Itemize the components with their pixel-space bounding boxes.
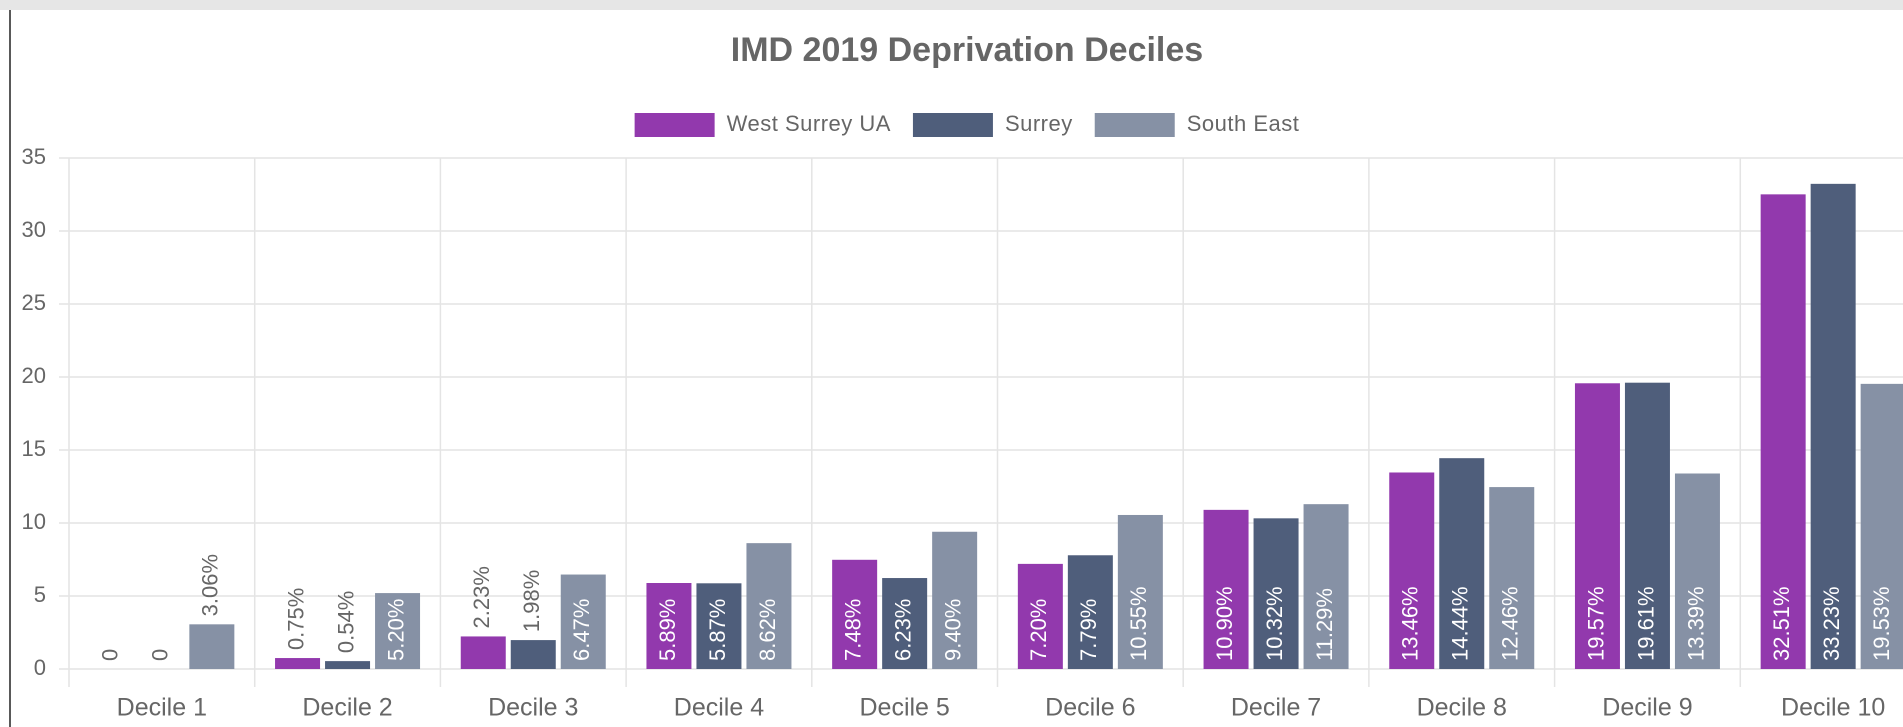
x-tick-label: Decile 10 [1781,694,1885,722]
bar [696,583,742,669]
data-label: 32.51% [1769,586,1794,661]
data-label: 14.44% [1448,586,1473,661]
y-tick-label: 30 [22,217,46,242]
bar [1574,383,1620,669]
x-tick-label: Decile 3 [488,694,578,722]
bar [1303,504,1349,669]
data-label: 13.39% [1683,586,1708,661]
bar [882,578,928,669]
x-tick-label: Decile 7 [1231,694,1321,722]
data-label: 7.48% [840,599,865,661]
y-tick-label: 25 [22,290,46,315]
data-label: 0.54% [333,591,358,653]
legend-swatch [634,113,715,137]
x-tick-label: Decile 8 [1417,694,1507,722]
bar [1810,183,1856,670]
data-label: 10.55% [1126,586,1151,661]
bar [460,636,506,669]
data-label: 5.87% [705,599,730,661]
data-label: 0 [148,649,173,661]
legend-label: South East [1187,111,1300,136]
bar [325,661,371,669]
data-label: 9.40% [940,599,965,661]
data-label: 5.89% [655,599,680,661]
x-tick-label: Decile 4 [674,694,764,722]
data-label: 10.90% [1212,586,1237,661]
data-label: 5.20% [383,599,408,661]
bar [1860,383,1903,669]
chart-title: IMD 2019 Deprivation Deciles [731,31,1203,69]
data-label: 19.53% [1869,586,1894,661]
data-label: 33.23% [1819,586,1844,661]
bar [1117,514,1163,669]
bar [1067,555,1113,669]
data-label: 11.29% [1312,588,1337,661]
data-label: 8.62% [755,599,780,661]
data-label: 19.57% [1583,586,1608,661]
bar [646,583,692,669]
bar [189,624,235,669]
x-tick-label: Decile 9 [1602,694,1692,722]
bar [1389,472,1435,669]
bar [1624,382,1670,669]
y-tick-label: 0 [34,655,46,680]
bar [1439,458,1485,669]
data-label: 0 [98,649,123,661]
y-tick-label: 15 [22,436,46,461]
data-label: 7.20% [1026,599,1051,661]
data-label: 19.61% [1633,586,1658,661]
bar [1253,518,1299,669]
bar [1489,487,1535,669]
bar [510,640,556,669]
y-tick-label: 20 [22,363,46,388]
data-label: 6.23% [890,599,915,661]
data-label: 3.06% [198,554,223,616]
legend-label: West Surrey UA [727,111,891,136]
data-label: 7.79% [1076,599,1101,661]
x-tick-label: Decile 1 [117,694,207,722]
legend-swatch [912,113,993,137]
data-label: 6.47% [569,599,594,661]
bar [1760,194,1806,669]
bar [560,574,606,669]
bar [1674,473,1720,669]
data-label: 10.32% [1262,586,1287,661]
data-label: 1.98% [519,570,544,632]
x-tick-label: Decile 5 [859,694,949,722]
bar [932,531,978,669]
bar [375,593,421,669]
data-label: 0.75% [283,588,308,650]
x-tick-label: Decile 2 [302,694,392,722]
bar [746,543,792,669]
data-label: 12.46% [1498,586,1523,661]
bar [275,658,321,669]
legend-swatch [1094,113,1175,137]
y-tick-label: 5 [34,582,46,607]
bar [832,559,878,669]
data-label: 13.46% [1398,586,1423,661]
y-tick-label: 35 [22,144,46,169]
top-bar [0,0,1903,10]
y-tick-label: 10 [22,509,46,534]
legend-label: Surrey [1005,111,1073,136]
x-tick-label: Decile 6 [1045,694,1135,722]
bar [1017,563,1063,669]
data-label: 2.23% [469,566,494,628]
bar [1203,509,1249,669]
